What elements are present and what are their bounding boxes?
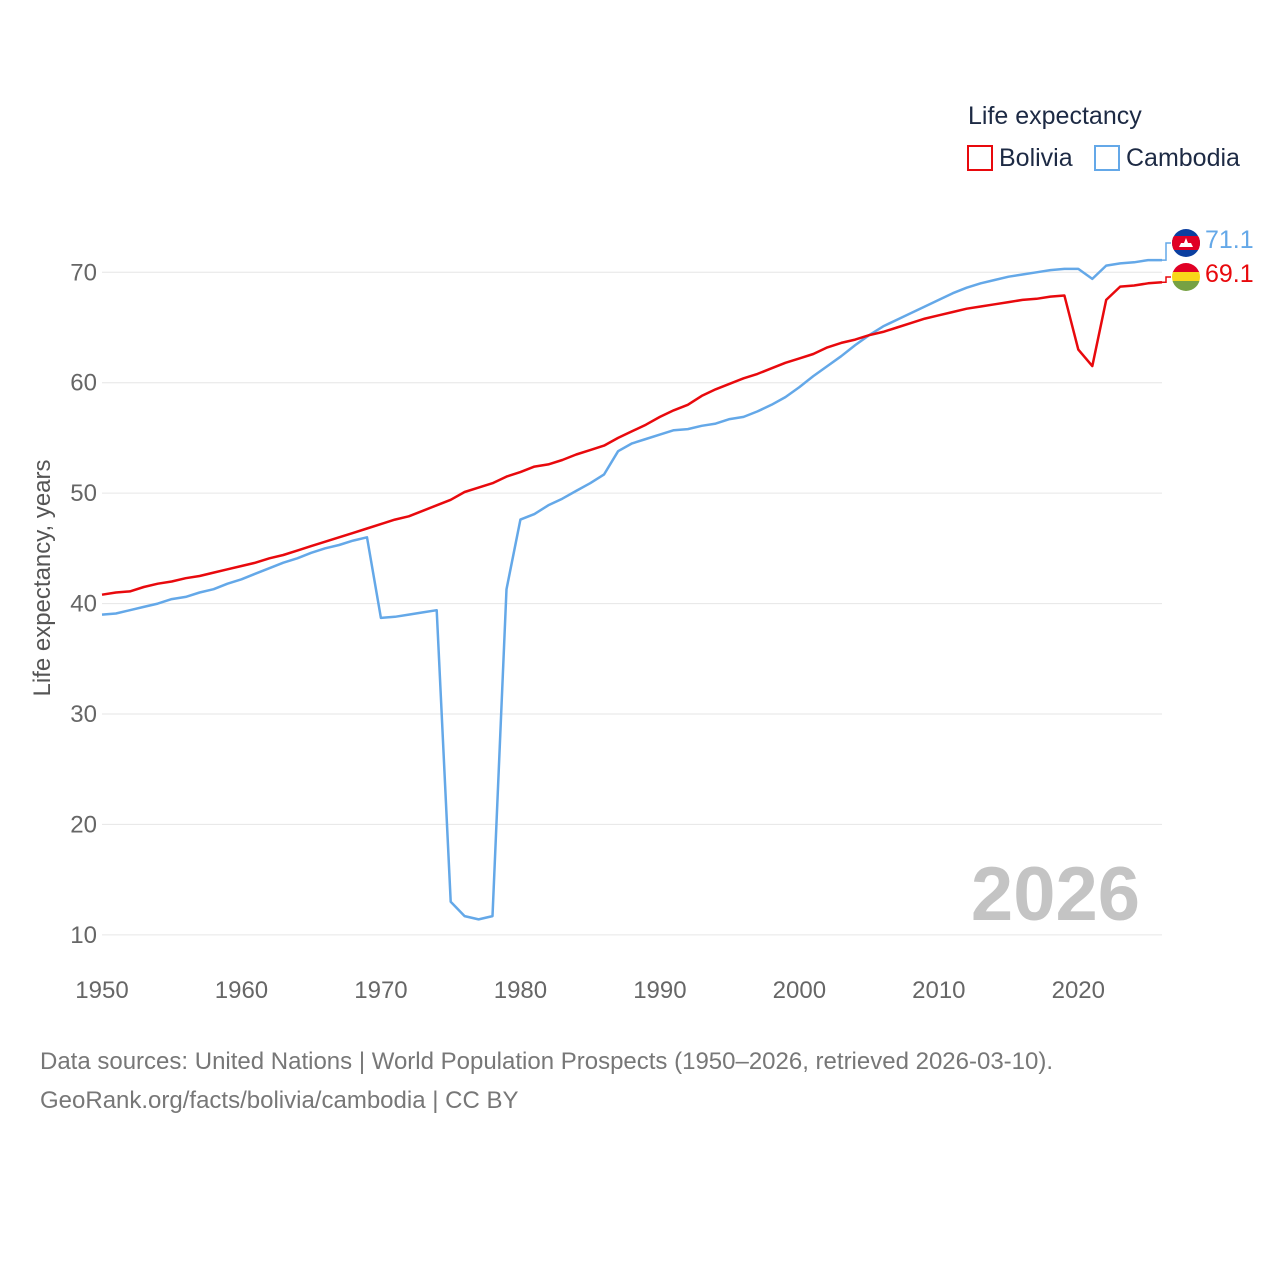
legend: Life expectancy Bolivia Cambodia xyxy=(967,102,1240,172)
y-tick-label: 60 xyxy=(70,370,97,397)
y-tick-label: 20 xyxy=(70,811,97,838)
end-label-cambodia: 71.1 xyxy=(1205,226,1254,254)
end-connector-cambodia xyxy=(1162,242,1171,261)
x-tick-label: 2020 xyxy=(1052,977,1105,1004)
legend-item-cambodia[interactable]: Cambodia xyxy=(1094,144,1240,172)
legend-label-cambodia: Cambodia xyxy=(1126,144,1240,172)
x-tick-label: 1970 xyxy=(354,977,407,1004)
y-tick-label: 10 xyxy=(70,922,97,949)
y-tick-label: 30 xyxy=(70,701,97,728)
end-label-bolivia: 69.1 xyxy=(1205,260,1254,288)
legend-item-bolivia[interactable]: Bolivia xyxy=(967,144,1073,172)
source-line: Data sources: United Nations | World Pop… xyxy=(40,1048,1054,1075)
year-watermark: 2026 xyxy=(971,852,1140,937)
x-tick-label: 1980 xyxy=(494,977,547,1004)
y-tick-label: 40 xyxy=(70,591,97,618)
bolivia-flag-icon xyxy=(1172,263,1200,291)
legend-swatch-bolivia xyxy=(967,145,993,171)
y-axis-ticks: 10 20 30 40 50 60 70 xyxy=(70,259,97,949)
x-tick-label: 2000 xyxy=(773,977,826,1004)
url-line[interactable]: GeoRank.org/facts/bolivia/cambodia | CC … xyxy=(40,1087,519,1114)
x-tick-label: 1990 xyxy=(633,977,686,1004)
y-axis-label: Life expectancy, years xyxy=(29,459,56,696)
series-lines xyxy=(101,242,1171,921)
series-line-cambodia[interactable] xyxy=(101,258,1162,921)
legend-title: Life expectancy xyxy=(968,102,1142,130)
legend-label-bolivia: Bolivia xyxy=(999,144,1073,172)
x-tick-label: 1950 xyxy=(75,977,128,1004)
cambodia-flag-icon xyxy=(1172,229,1200,257)
x-tick-label: 1960 xyxy=(215,977,268,1004)
source-note: Data sources: United Nations | World Pop… xyxy=(40,1042,1053,1120)
x-axis-ticks: 1950 1960 1970 1980 1990 2000 2010 2020 xyxy=(75,977,1105,1004)
x-tick-label: 2010 xyxy=(912,977,965,1004)
grid xyxy=(102,271,1162,936)
series-line-bolivia[interactable] xyxy=(101,280,1163,596)
end-connector-bolivia xyxy=(1162,276,1171,283)
legend-swatch-cambodia xyxy=(1094,145,1120,171)
y-tick-label: 70 xyxy=(70,259,97,286)
y-tick-label: 50 xyxy=(70,480,97,507)
